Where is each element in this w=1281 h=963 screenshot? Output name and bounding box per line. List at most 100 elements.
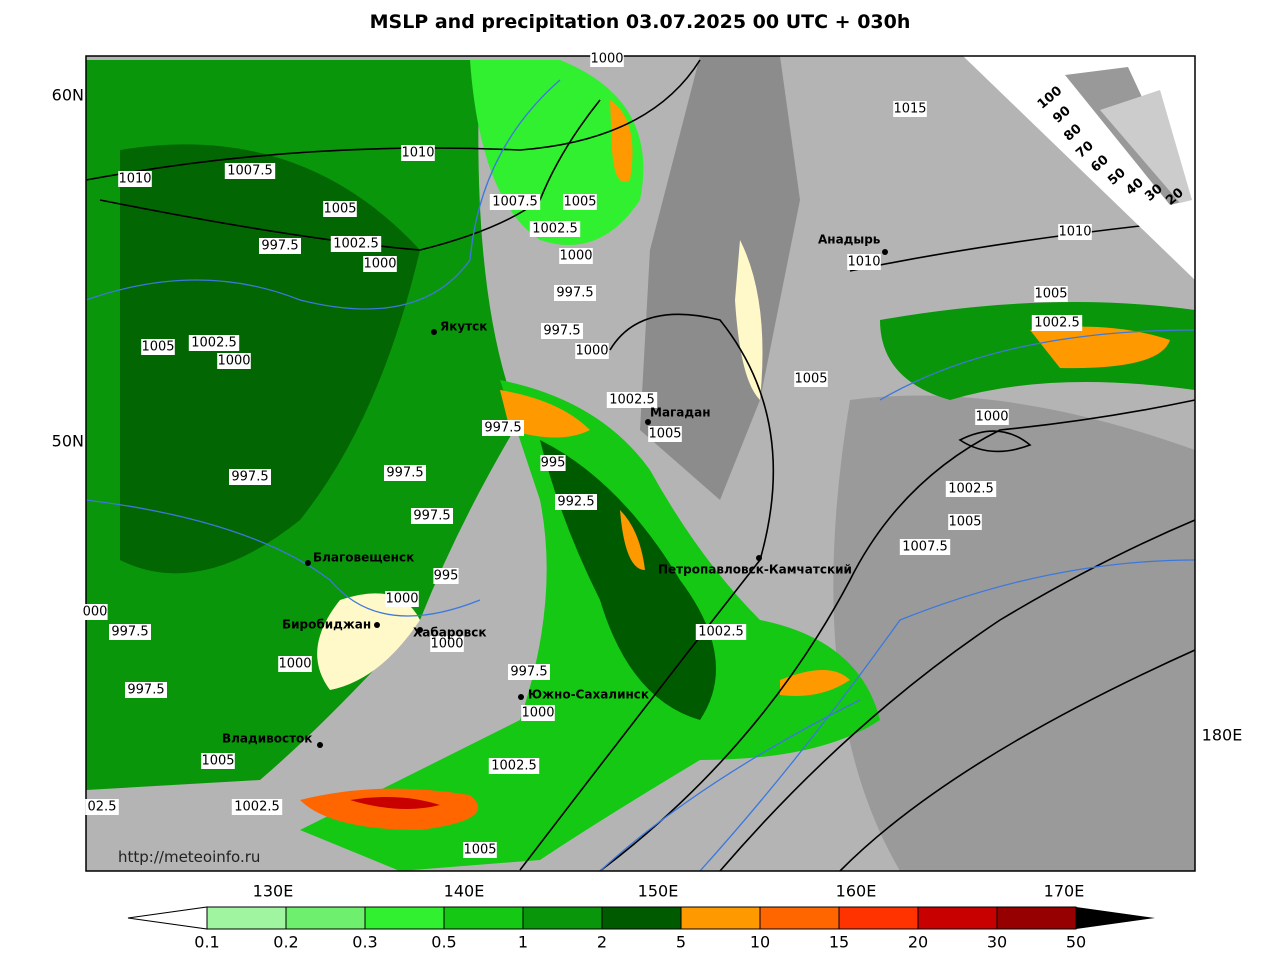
isobar-label-bg: [463, 842, 497, 858]
city-name: Магадан: [650, 406, 711, 420]
city-name: Хабаровск: [413, 626, 487, 640]
colorbar-label: 50: [1066, 933, 1086, 952]
isobar-label-bg: [330, 236, 382, 252]
isobar-label-bg: [521, 705, 555, 721]
colorbar-label: 10: [750, 933, 770, 952]
isobar-label-bg: [794, 371, 828, 387]
colorbar-high: [1076, 907, 1155, 929]
source-url: http://meteoinfo.ru: [118, 848, 260, 866]
isobar-label-bg: [529, 221, 581, 237]
colorbar-label: 30: [987, 933, 1007, 952]
city-name: Биробиджан: [282, 618, 371, 632]
isobar-label-bg: [433, 568, 459, 584]
city-name: Благовещенск: [313, 551, 414, 565]
isobar-label-bg: [217, 353, 251, 369]
cloud-area: [833, 395, 1195, 871]
isobar-label: 1002.5: [1034, 316, 1080, 331]
precip-area: [300, 380, 880, 871]
isobar-label: 995: [434, 569, 459, 584]
isobar-label-bg: [648, 426, 682, 442]
colorbar-box: [917, 906, 998, 930]
isobar-label: 997.5: [510, 665, 547, 680]
isobar-label: 1002.5: [491, 759, 537, 774]
colorbar-label: 0.3: [352, 933, 377, 952]
isobar-label-bg: [229, 469, 271, 485]
isobar-label: 1002.5: [609, 393, 655, 408]
city-dot: [317, 742, 323, 748]
isobar-label: 1005: [648, 427, 681, 442]
isobar-label: 1005: [201, 754, 234, 769]
colorbar-label: 0.5: [431, 933, 456, 952]
isobar-label-bg: [125, 682, 167, 698]
isobar-label-bg: [975, 409, 1009, 425]
colorbar-label: 15: [829, 933, 849, 952]
isobar-label: 1000: [430, 637, 463, 652]
isobar-label: 1005: [463, 843, 496, 858]
isobar-label-bg: [847, 254, 881, 270]
lon-label: 150E: [638, 882, 679, 901]
isobar-label: 1000: [590, 52, 623, 67]
isobar-label: 1002.5: [698, 625, 744, 640]
isobar-label-bg: [141, 339, 175, 355]
isobar-label: 1010: [401, 146, 434, 161]
isobar-label: 1000: [217, 354, 250, 369]
isobar-label-bg: [118, 171, 152, 187]
isobar-label: 997.5: [111, 625, 148, 640]
colorbar-label: 2: [597, 933, 607, 952]
isobar-label: 997.5: [556, 286, 593, 301]
city-name: Петропавловск-Камчатский: [658, 563, 852, 577]
colorbar-label: 0.1: [194, 933, 219, 952]
isobar-label: 997.5: [386, 466, 423, 481]
colorbar-box: [206, 906, 287, 930]
colorbar-box: [680, 906, 761, 930]
precip-area: [880, 302, 1195, 400]
isobar-label-bg: [109, 624, 151, 640]
isobar-label: 1007.5: [492, 195, 538, 210]
isobar-label-bg: [1034, 286, 1068, 302]
isobar-label-bg: [555, 494, 597, 510]
city-name: Владивосток: [222, 732, 312, 746]
title: MSLP and precipitation 03.07.2025 00 UTC…: [370, 11, 911, 33]
lon-label: 140E: [444, 882, 485, 901]
isobar-label: 997.5: [413, 509, 450, 524]
isobar-label-bg: [188, 335, 240, 351]
precip-area: [350, 796, 440, 809]
isobar-label: 02.5: [88, 800, 117, 815]
city-name: Анадырь: [818, 233, 881, 247]
lon-label: 180E: [1202, 726, 1243, 745]
lon-label: 170E: [1044, 882, 1085, 901]
isobars: [85, 59, 1196, 872]
isobar-label-bg: [259, 238, 301, 254]
isobar-label: 1000: [363, 257, 396, 272]
isobar-label: 1002.5: [234, 800, 280, 815]
isobar-label-bg: [482, 420, 524, 436]
lat-label: 60N: [52, 86, 84, 105]
colorbar-box: [522, 906, 603, 930]
land-area: [735, 240, 763, 400]
isobar-label-bg: [559, 248, 593, 264]
isobar-label: 992.5: [557, 495, 594, 510]
colorbar-box: [838, 906, 919, 930]
precip-area: [300, 788, 479, 830]
map-frame: [85, 55, 1196, 872]
isobar-label: 1000: [385, 592, 418, 607]
isobar-label-bg: [82, 604, 108, 620]
isobar-label: 1000: [975, 410, 1008, 425]
isobar-label-bg: [1058, 224, 1092, 240]
isotherms: [85, 79, 1196, 872]
isobar-label-bg: [508, 664, 550, 680]
colorbar-box: [759, 906, 840, 930]
city-dot: [374, 622, 380, 628]
precip-area: [1030, 326, 1170, 369]
isobar-label: 1002.5: [333, 237, 379, 252]
isobar-label: 1007.5: [227, 164, 273, 179]
isobar-label: 997.5: [261, 239, 298, 254]
isobar-label-bg: [385, 591, 419, 607]
isobar-label: 1005: [948, 515, 981, 530]
isobar-label: 000: [83, 605, 108, 620]
colorbar-label: 5: [676, 933, 686, 952]
isobar-label-bg: [231, 799, 283, 815]
cloud-scale-bars: [1065, 67, 1192, 205]
isobar-label-bg: [541, 323, 583, 339]
